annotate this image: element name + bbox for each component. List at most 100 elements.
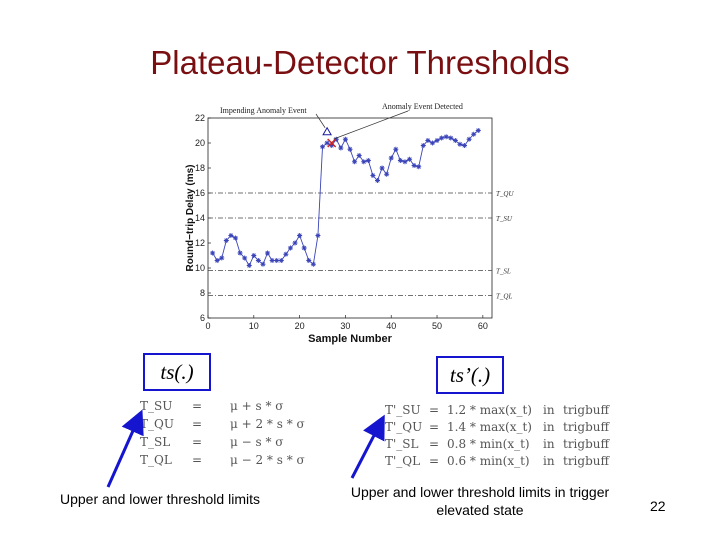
data-point [452,138,458,143]
left-caption: Upper and lower threshold limits [60,491,260,507]
data-point [246,263,252,268]
data-point [466,136,472,142]
anomaly-triangle-marker [322,126,332,136]
data-point [214,258,220,263]
data-point [338,145,344,151]
data-point [420,143,426,148]
data-point [315,233,321,238]
eq-in: in [543,437,555,451]
data-point [471,131,477,137]
y-tick-label: 12 [195,238,205,248]
eq-lhs: T_QL [140,453,172,467]
data-point [434,138,440,143]
data-point [416,164,422,170]
eq-buffer: trigbuff [563,454,610,468]
data-point [462,143,468,148]
delay-chart: 0 10 20 30 40 50 60 6 8 10 12 14 16 18 20 22 Sample Numb… [185,102,514,345]
data-point [384,171,390,177]
right-caption: Upper and lower threshold limits in trig… [350,484,610,518]
eq-op: = [192,453,203,467]
eq-op: = [429,437,440,451]
data-point [228,233,234,238]
x-axis-label: Sample Number [308,333,392,345]
eq-rhs: μ + 2 * s * σ [230,417,305,431]
data-point [310,261,316,267]
data-point [251,253,257,258]
annotation-arrow [315,113,326,128]
x-tick-label: 40 [386,321,396,331]
eq-buffer: trigbuff [563,403,610,417]
data-point [219,255,225,261]
data-point [232,235,238,241]
eq-buffer: trigbuff [563,420,610,434]
data-point [397,158,403,163]
x-tick-label: 0 [205,321,210,331]
eq-lhs: T_QU [140,417,174,431]
data-point [329,143,335,148]
left-pointer-arrow [106,409,144,488]
data-point [255,258,261,263]
x-tick-label: 30 [340,321,350,331]
eq-op: = [192,399,203,413]
eq-op: = [429,420,440,434]
y-tick-label: 6 [200,313,205,323]
data-point [388,155,394,161]
data-point [402,159,408,165]
threshold-label: T_SL [496,268,511,276]
data-point [457,141,463,147]
ts-prime-function-box: ts’(.) [436,356,504,394]
x-tick-label: 50 [432,321,442,331]
eq-rhs: 0.6 * min(x_t) [447,454,530,468]
annotation-label: Anomaly Event Detected [382,102,463,111]
eq-lhs: T_SU [140,399,173,413]
data-point [407,156,413,162]
x-tick-label: 10 [249,321,259,331]
eq-lhs: T'_SL [385,437,419,451]
data-point [333,136,339,142]
eq-rhs: μ − s * σ [230,435,284,449]
data-point [370,173,376,178]
data-point [242,255,248,261]
data-point [365,158,371,163]
eq-lhs: T'_QL [385,454,421,468]
y-tick-label: 16 [195,188,205,198]
data-point [260,261,266,267]
data-point [347,146,353,152]
right-equations: T'_SU = 1.2 * max(x_t) in trigbuff T'_QU… [385,400,625,472]
data-point [356,153,362,158]
x-tick-label: 60 [478,321,488,331]
eq-buffer: trigbuff [563,437,610,451]
annotation-label: Impending Anomaly Event [220,106,307,115]
data-point [443,134,449,140]
y-tick-label: 20 [195,138,205,148]
threshold-label: T_QL [496,293,512,301]
data-point [297,233,303,238]
threshold-label: T_SU [496,215,513,223]
data-point [379,165,385,171]
data-point [223,238,229,243]
data-point [274,258,280,263]
eq-rhs: μ + s * σ [230,399,284,413]
eq-op: = [429,403,440,417]
left-equations: T_SU = μ + s * σ T_QU = μ + 2 * s * σ T_… [140,395,320,475]
annotation-arrow [333,110,409,140]
data-point [265,250,271,256]
data-point [425,138,431,143]
data-point [374,178,380,183]
eq-in: in [543,420,555,434]
y-tick-label: 14 [195,213,205,223]
data-point [269,258,275,263]
data-point [429,140,435,146]
data-point [292,240,298,246]
threshold-label: T_QU [496,190,514,198]
data-point [287,245,293,251]
eq-lhs: T'_SU [385,403,421,417]
eq-op: = [429,454,440,468]
data-point [411,163,417,168]
data-point [237,250,243,256]
y-tick-label: 18 [195,163,205,173]
eq-in: in [543,454,555,468]
anomaly-x-marker [327,138,337,148]
data-point [324,140,330,146]
eq-in: in [543,403,555,417]
